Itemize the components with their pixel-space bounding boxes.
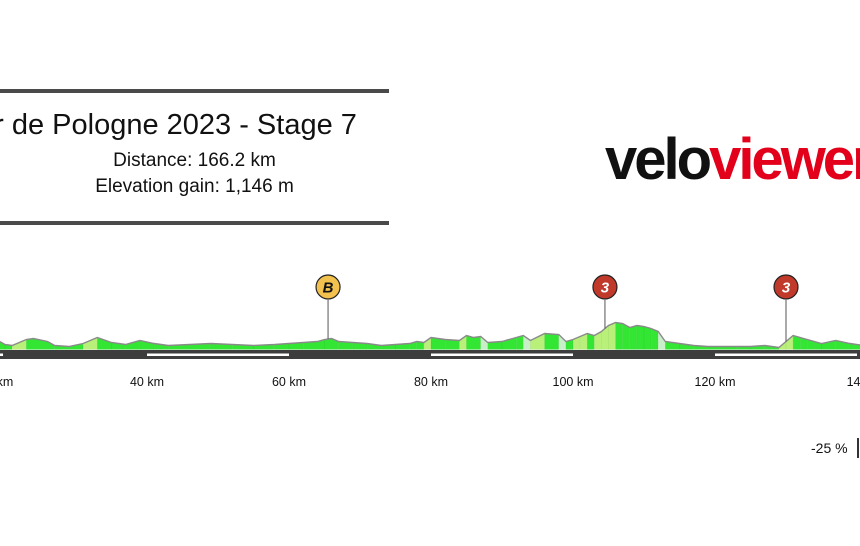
header-rule-bottom: [0, 221, 389, 225]
profile-segment: [558, 334, 567, 350]
x-tick-label: 40 km: [130, 375, 164, 389]
elevation-profile-chart: km 40 km 60 km 80 km 100 km 120 km 140 B 3 3: [0, 274, 860, 389]
profile-segment: [544, 333, 559, 350]
gradient-legend-bar: [857, 438, 859, 458]
page-title: ur de Pologne 2023 - Stage 7: [0, 109, 357, 141]
logo-part-velo: velo: [605, 127, 712, 192]
distance-bar: [0, 350, 860, 359]
x-tick-label: 140: [847, 375, 860, 389]
profile-segment: [530, 333, 545, 350]
gradient-legend-min-label: -25 %: [811, 440, 848, 456]
profile-segment: [615, 322, 623, 350]
distance-bar-band: [715, 353, 857, 356]
profile-segment: [82, 337, 98, 350]
distance-bar-band: [0, 353, 3, 356]
elevation-label: Elevation gain: 1,146 m: [95, 176, 294, 197]
kom-marker-badge: [773, 274, 799, 300]
x-tick-label: 120 km: [695, 375, 736, 389]
profile-segment: [324, 338, 332, 350]
profile-segment: [643, 326, 652, 350]
profile-outline: [0, 321, 860, 349]
x-tick-label: 60 km: [272, 375, 306, 389]
profile-segment: [608, 322, 616, 350]
profile-segment: [636, 325, 645, 350]
sprint-marker-badge: [315, 274, 341, 300]
kom-marker-label: 3: [782, 280, 791, 297]
profile-segment: [473, 336, 481, 350]
veloviewer-logo: veloviewer: [605, 126, 860, 193]
sprint-marker-label: B: [323, 280, 334, 297]
profile-segment: [480, 336, 488, 350]
x-tick-label: km: [0, 375, 13, 389]
x-tick-label: 80 km: [414, 375, 448, 389]
profile-segment: [629, 325, 638, 350]
distance-bar-band: [147, 353, 289, 356]
logo-part-viewer: viewer: [709, 127, 860, 192]
kom-marker-badge: [592, 274, 618, 300]
distance-label: Distance: 166.2 km: [113, 150, 276, 171]
distance-bar-band: [431, 353, 573, 356]
header-rule-top: [0, 89, 389, 93]
x-tick-label: 100 km: [553, 375, 594, 389]
profile-segment: [26, 338, 34, 350]
kom-marker-label: 3: [601, 280, 610, 297]
